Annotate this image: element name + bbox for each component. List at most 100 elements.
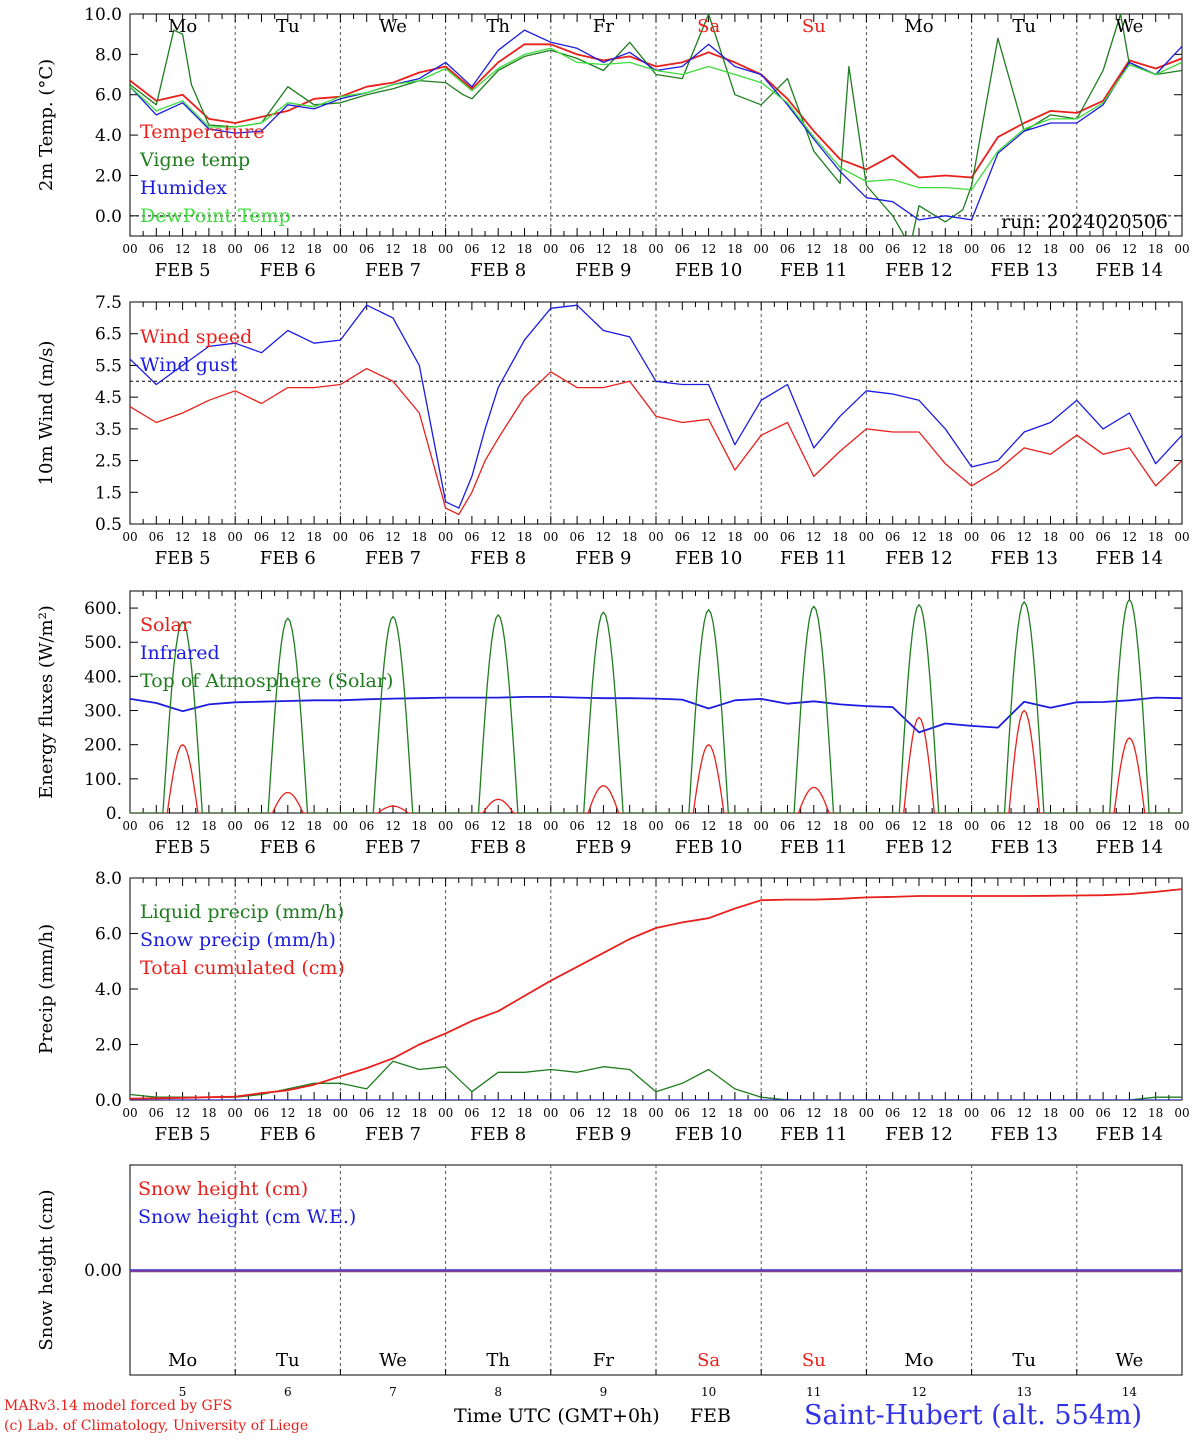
date-label: FEB 10 (675, 837, 742, 858)
hour-tick-label: 12 (1122, 530, 1137, 544)
hour-tick-label: 18 (938, 819, 953, 833)
date-label: FEB 8 (470, 260, 526, 281)
hour-tick-label: 12 (596, 242, 611, 256)
date-label: FEB 13 (990, 837, 1057, 858)
y-tick-label: 6.5 (95, 325, 122, 345)
date-label: FEB 9 (575, 260, 631, 281)
legend-entry: Total cumulated (cm) (140, 957, 345, 979)
y-tick-label: 100. (84, 770, 122, 790)
series-line-wind-speed (130, 367, 1182, 516)
hour-tick-label: 18 (201, 530, 216, 544)
hour-tick-label: 12 (1017, 819, 1032, 833)
weekday-label-top: Mo (904, 16, 933, 37)
y-axis-label-wind: 10m Wind (m/s) (36, 341, 57, 486)
hour-tick-label: 06 (464, 1106, 479, 1120)
hour-tick-label: 18 (517, 819, 532, 833)
hour-tick-label: 00 (543, 242, 558, 256)
series-line-liquid-precip-mm-h- (130, 1060, 1182, 1100)
hour-tick-label: 18 (412, 242, 427, 256)
hour-tick-label: 06 (359, 242, 374, 256)
legend-entry: Temperature (140, 121, 264, 143)
hour-tick-label: 00 (333, 530, 348, 544)
hour-tick-label: 18 (1043, 530, 1058, 544)
weekday-label-bottom: Tu (1012, 1350, 1036, 1371)
hour-tick-label: 18 (306, 1106, 321, 1120)
location-label: Saint-Hubert (alt. 554m) (804, 1400, 1143, 1431)
weekday-label-bottom: Tu (276, 1350, 300, 1371)
day-number-label: 14 (1122, 1385, 1138, 1399)
day-number-label: 10 (701, 1385, 716, 1399)
plot-series-group (130, 304, 1182, 516)
hour-tick-label: 06 (149, 1106, 164, 1120)
hour-tick-label: 18 (517, 1106, 532, 1120)
y-tick-label: 0.0 (95, 1091, 122, 1111)
hour-tick-label: 00 (543, 530, 558, 544)
hour-tick-label: 12 (701, 242, 716, 256)
date-label: FEB 9 (575, 1124, 631, 1145)
hour-tick-label: 12 (806, 530, 821, 544)
hour-tick-label: 18 (306, 242, 321, 256)
date-label: FEB 5 (155, 548, 211, 569)
hour-tick-label: 00 (1174, 819, 1189, 833)
hour-tick-label: 18 (412, 819, 427, 833)
hour-tick-label: 18 (938, 530, 953, 544)
date-label: FEB 6 (260, 548, 316, 569)
hour-tick-label: 18 (306, 530, 321, 544)
hour-tick-label: 12 (596, 1106, 611, 1120)
legend-entry: Vigne temp (139, 149, 250, 171)
hour-tick-label: 00 (754, 530, 769, 544)
hour-tick-label: 12 (911, 1106, 926, 1120)
hour-tick-label: 18 (412, 1106, 427, 1120)
weekday-label-bottom: We (379, 1350, 407, 1371)
hour-tick-label: 00 (228, 530, 243, 544)
hour-tick-label: 00 (1069, 819, 1084, 833)
time-axis-label: Time UTC (GMT+0h) (454, 1405, 660, 1427)
hour-tick-label: 12 (280, 242, 295, 256)
hour-tick-label: 12 (701, 819, 716, 833)
hour-tick-label: 18 (832, 530, 847, 544)
y-tick-label: 8.0 (95, 869, 122, 889)
hour-tick-label: 12 (491, 819, 506, 833)
hour-tick-label: 06 (359, 819, 374, 833)
date-label: FEB 10 (675, 260, 742, 281)
hour-tick-label: 18 (622, 819, 637, 833)
weekday-label-top: Fr (593, 16, 614, 37)
hour-tick-label: 06 (359, 1106, 374, 1120)
hour-tick-label: 00 (648, 530, 663, 544)
weekday-label-bottom: Sa (697, 1350, 720, 1371)
y-tick-label: 500. (84, 633, 122, 653)
date-label: FEB 8 (470, 1124, 526, 1145)
y-tick-label: 10.0 (84, 5, 122, 25)
hour-tick-label: 00 (122, 1106, 137, 1120)
hour-tick-label: 12 (701, 530, 716, 544)
hour-tick-label: 12 (1122, 819, 1137, 833)
date-label: FEB 12 (885, 260, 952, 281)
hour-tick-label: 06 (1095, 819, 1110, 833)
y-tick-label: 1.5 (95, 483, 122, 503)
hour-tick-label: 06 (569, 530, 584, 544)
y-tick-label: 4.0 (95, 980, 122, 1000)
hour-tick-label: 00 (228, 1106, 243, 1120)
hour-tick-label: 18 (201, 1106, 216, 1120)
date-label: FEB 6 (260, 260, 316, 281)
hour-tick-label: 06 (464, 530, 479, 544)
day-number-label: 11 (806, 1385, 821, 1399)
y-tick-label: 200. (84, 736, 122, 756)
plot-series-group (130, 888, 1182, 1100)
y-tick-label: 0.5 (95, 515, 122, 535)
hour-tick-label: 06 (464, 819, 479, 833)
hour-tick-label: 00 (754, 819, 769, 833)
hour-tick-label: 06 (885, 530, 900, 544)
date-label: FEB 7 (365, 260, 421, 281)
hour-tick-label: 00 (543, 1106, 558, 1120)
hour-tick-label: 06 (885, 1106, 900, 1120)
hour-tick-label: 00 (648, 242, 663, 256)
date-label: FEB 5 (155, 837, 211, 858)
hour-tick-label: 18 (1148, 1106, 1163, 1120)
hour-tick-label: 12 (491, 530, 506, 544)
date-label: FEB 6 (260, 1124, 316, 1145)
weekday-label-bottom: We (1116, 1350, 1144, 1371)
hour-tick-label: 00 (754, 242, 769, 256)
y-tick-label: 6.0 (95, 86, 122, 106)
hour-tick-label: 12 (911, 819, 926, 833)
